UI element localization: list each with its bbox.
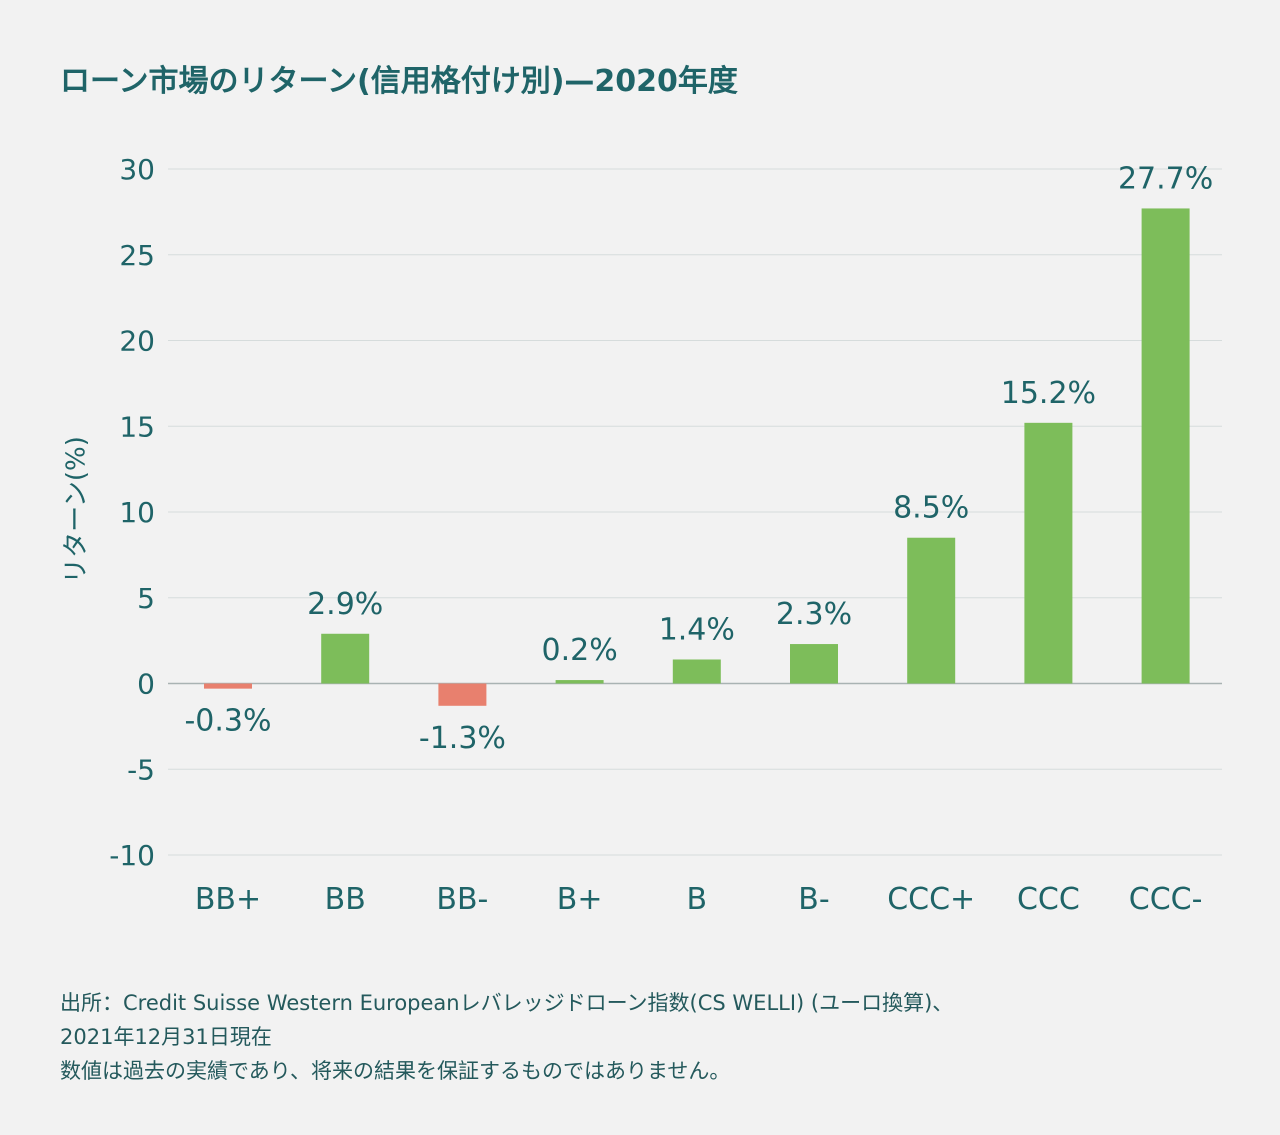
x-tick-label: B+ (557, 882, 603, 917)
bar-BB- (438, 683, 487, 706)
chart-title: ローン市場のリターン(信用格付け別)—2020年度 (60, 64, 738, 99)
bar-CCC- (1141, 208, 1190, 684)
x-tick-label: B- (798, 882, 829, 917)
y-tick-label: -5 (127, 753, 155, 786)
x-tick-label: B (687, 882, 708, 917)
bar-B+ (555, 680, 604, 684)
x-tick-label: BB+ (195, 882, 261, 917)
footnote-source: 出所：Credit Suisse Western Europeanレバレッジドロ… (60, 991, 954, 1015)
bar-BB (321, 633, 370, 684)
x-tick-label: CCC+ (887, 882, 975, 917)
data-label: 2.3% (776, 597, 852, 632)
y-tick-label: 25 (119, 239, 155, 272)
data-label: 27.7% (1118, 161, 1213, 196)
bar-BB+ (204, 683, 252, 689)
footnote-date: 2021年12月31日現在 (60, 1025, 272, 1049)
y-tick-label: 0 (137, 668, 155, 701)
data-label: -1.3% (419, 721, 506, 756)
bar-CCC+ (907, 537, 956, 684)
y-tick-label: 5 (137, 582, 155, 615)
data-label: 0.2% (541, 633, 617, 668)
footnotes: 出所：Credit Suisse Western Europeanレバレッジドロ… (60, 986, 953, 1088)
y-tick-label: 30 (119, 153, 155, 186)
data-label: 1.4% (659, 612, 735, 647)
y-tick-label: 15 (119, 410, 155, 443)
x-tick-label: BB- (436, 882, 488, 917)
bar-B- (790, 644, 838, 684)
bar-chart: 30 25 20 15 10 5 0 -5 -10 -0.3% 2.9% -1.3% 0.2% 1.4%… (109, 153, 1222, 917)
x-tick-label: BB (325, 882, 366, 917)
bar-CCC (1024, 422, 1073, 684)
data-label: 15.2% (1001, 376, 1096, 411)
y-tick-label: 20 (119, 325, 155, 358)
y-tick-label: -10 (109, 839, 155, 872)
data-label: 2.9% (307, 587, 383, 622)
data-label: 8.5% (893, 491, 969, 526)
footnote-disclaimer: 数値は過去の実績であり、将来の結果を保証するものではありません。 (60, 1059, 731, 1083)
bar-B (672, 659, 721, 684)
y-tick-label: 10 (119, 496, 155, 529)
x-tick-label: CCC (1017, 882, 1080, 917)
x-tick-label: CCC- (1129, 882, 1203, 917)
data-label: -0.3% (184, 704, 271, 739)
